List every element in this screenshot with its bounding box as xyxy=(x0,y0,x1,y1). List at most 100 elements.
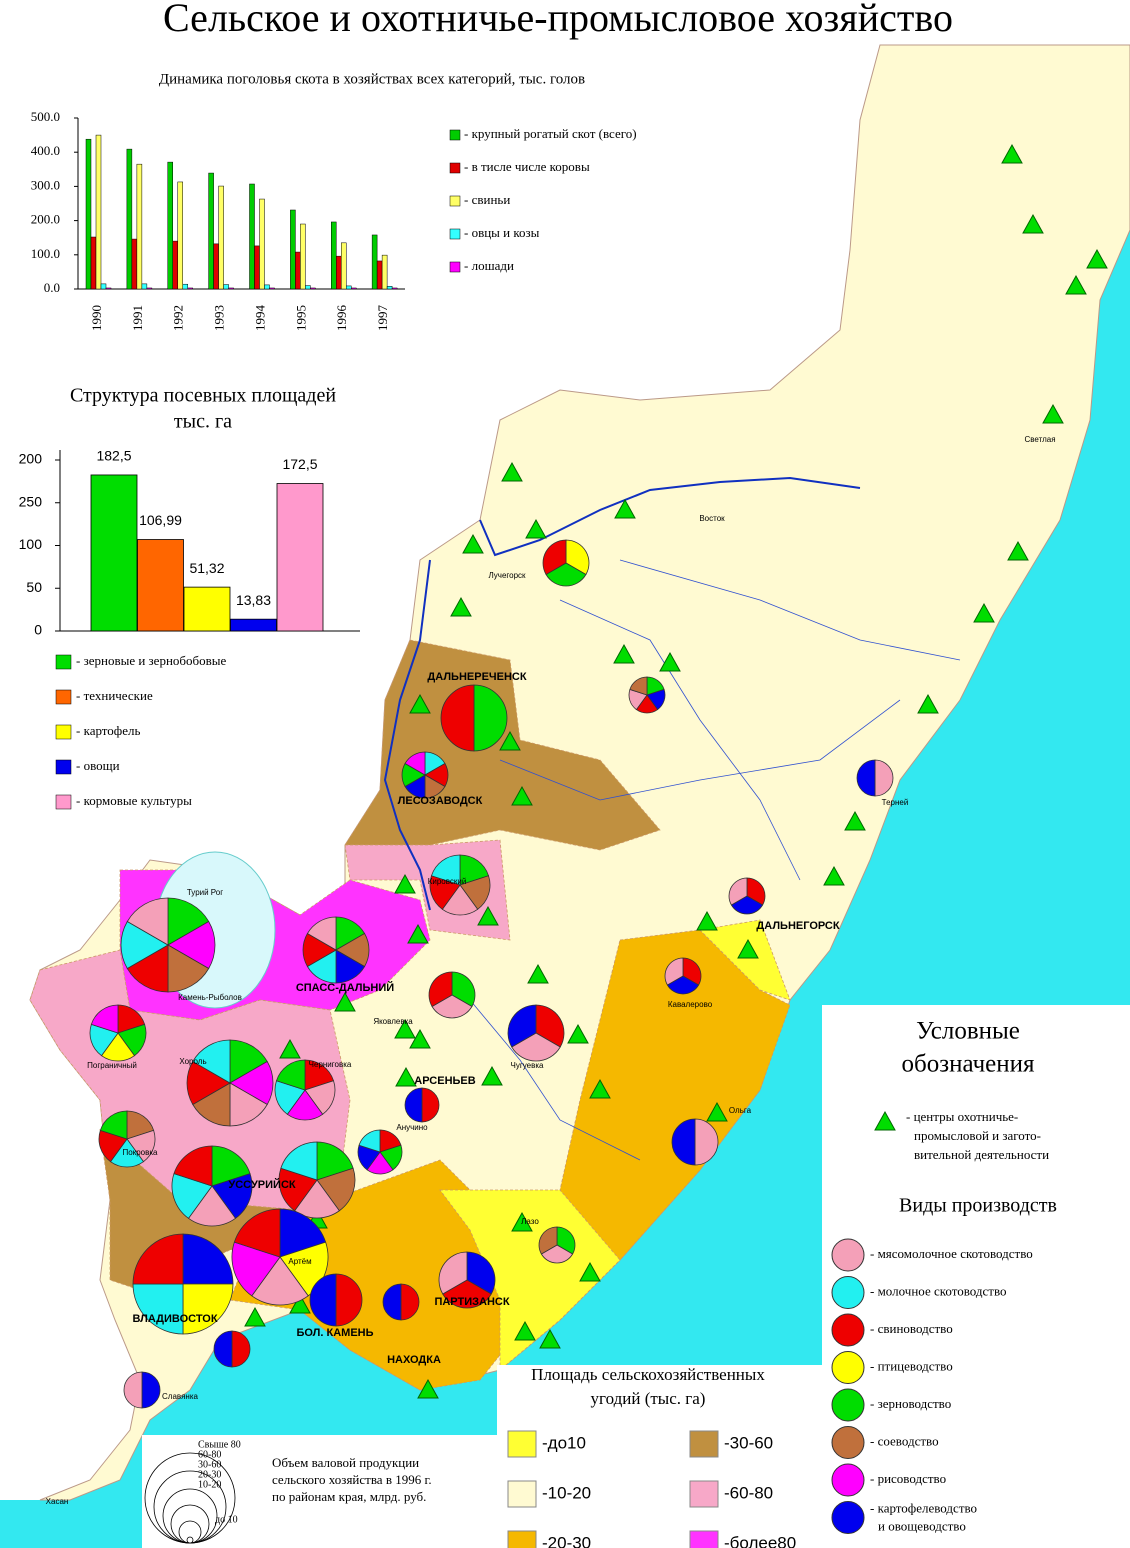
legend-label: - лошади xyxy=(464,258,514,273)
city-label: СПАСС-ДАЛЬНИЙ xyxy=(296,981,394,994)
hunting-center xyxy=(409,693,431,714)
data-label: 182,5 xyxy=(96,448,131,464)
y-tick-label: 250 xyxy=(19,493,43,509)
hunting-center xyxy=(514,1320,536,1341)
legend-label: Объем валовой продукции xyxy=(272,1455,419,1470)
hunting-center xyxy=(737,938,759,959)
pie-sector xyxy=(466,1251,496,1295)
legend-label: Свыше 80 xyxy=(198,1439,241,1450)
pie-sector xyxy=(728,877,748,906)
city-label: АРСЕНЬЕВ xyxy=(414,1075,475,1087)
y-tick-label: 200.0 xyxy=(31,212,60,227)
hunting-center xyxy=(499,730,521,751)
pie-sector xyxy=(167,897,210,946)
pie-sector xyxy=(316,1141,354,1181)
bar xyxy=(85,138,92,290)
pie-sector xyxy=(304,1080,336,1115)
river xyxy=(383,559,431,911)
legend-box xyxy=(497,1365,822,1548)
legend-label: - птицеводство xyxy=(870,1358,953,1373)
pie-sector xyxy=(431,994,473,1019)
legend-label: -20-30 xyxy=(542,1533,591,1548)
bar xyxy=(187,287,193,290)
bar xyxy=(300,223,306,290)
data-label: 51,32 xyxy=(189,560,224,576)
bar xyxy=(351,287,357,290)
x-tick-label: 1994 xyxy=(252,305,267,332)
bar xyxy=(310,287,316,290)
bar xyxy=(172,240,178,290)
pie-sector xyxy=(231,1241,281,1297)
city-label: Светлая xyxy=(1024,435,1055,444)
pie-sector xyxy=(286,1089,324,1121)
pie-sector xyxy=(874,759,894,797)
pie-sector xyxy=(309,1273,337,1327)
hunting-center xyxy=(539,1328,561,1349)
city-label: ДАЛЬНЕРЕЧЕНСК xyxy=(427,671,526,683)
hunting-center xyxy=(409,1028,431,1049)
pie-sector xyxy=(306,916,337,951)
river xyxy=(499,699,901,801)
city-label: Яковлевка xyxy=(373,1017,413,1026)
river xyxy=(559,599,801,881)
bar xyxy=(391,287,398,290)
legend-swatch xyxy=(55,794,72,810)
city-label: Кавалерово xyxy=(668,1000,713,1009)
city-label: Ольга xyxy=(729,1106,752,1115)
bar xyxy=(146,287,153,290)
bar xyxy=(136,163,143,290)
legend-label: - свиноводство xyxy=(870,1321,953,1336)
hunting-center xyxy=(450,596,472,617)
hunting-center xyxy=(659,651,681,672)
legend-label: -более80 xyxy=(724,1533,796,1548)
hunting-center xyxy=(501,461,523,482)
bar xyxy=(213,243,219,290)
page-title: Сельское и охотничье-промысловое хозяйст… xyxy=(163,0,953,40)
pie-sector xyxy=(400,1283,420,1321)
hunting-center xyxy=(244,1306,266,1327)
legend-swatch xyxy=(831,1501,865,1534)
hunting-center xyxy=(394,873,416,894)
city-label: Турий Рог xyxy=(187,888,223,897)
pie-sector xyxy=(182,1233,234,1285)
pie-sector xyxy=(132,1283,184,1335)
pie-sector xyxy=(730,895,764,915)
pie-sector xyxy=(538,1226,558,1255)
bar xyxy=(182,283,188,290)
bar xyxy=(386,286,393,290)
pie-sector xyxy=(132,1233,184,1285)
pie-sector xyxy=(126,944,169,993)
pie-sector xyxy=(664,957,684,986)
city-label: БОЛ. КАМЕНЬ xyxy=(296,1327,373,1339)
hunting-center xyxy=(823,865,845,886)
legend-label: и овощеводство xyxy=(878,1518,966,1533)
hunting-center xyxy=(973,602,995,623)
legend-swatch xyxy=(689,1480,719,1508)
city-label: Чугуевка xyxy=(511,1061,545,1070)
pie-sector xyxy=(459,875,491,910)
legend-label: 30-60 xyxy=(198,1459,221,1470)
legend-swatch xyxy=(831,1276,865,1309)
pie-sector xyxy=(545,562,587,587)
hunting-center xyxy=(1022,213,1044,234)
bar xyxy=(290,209,296,290)
bar xyxy=(208,172,214,290)
legend-label: 10-20 xyxy=(198,1479,221,1490)
pie-sector xyxy=(335,1273,363,1327)
city-label: Анучино xyxy=(396,1123,428,1132)
legend-title: Условные xyxy=(916,1018,1020,1045)
pie-sector xyxy=(404,1087,423,1123)
legend-swatch xyxy=(55,654,72,670)
bar xyxy=(371,234,378,290)
bar xyxy=(269,287,275,290)
bar xyxy=(254,245,260,290)
legend-swatch xyxy=(55,689,72,705)
hunting-center xyxy=(917,693,939,714)
pie-sector xyxy=(173,1145,213,1187)
pie-sector xyxy=(275,1059,306,1091)
pie-sector xyxy=(358,1129,381,1153)
legend-label: - технические xyxy=(76,688,153,703)
bar xyxy=(90,236,97,290)
pie-sector xyxy=(211,1145,251,1187)
city-label: ДАЛЬНЕГОРСК xyxy=(756,920,839,932)
